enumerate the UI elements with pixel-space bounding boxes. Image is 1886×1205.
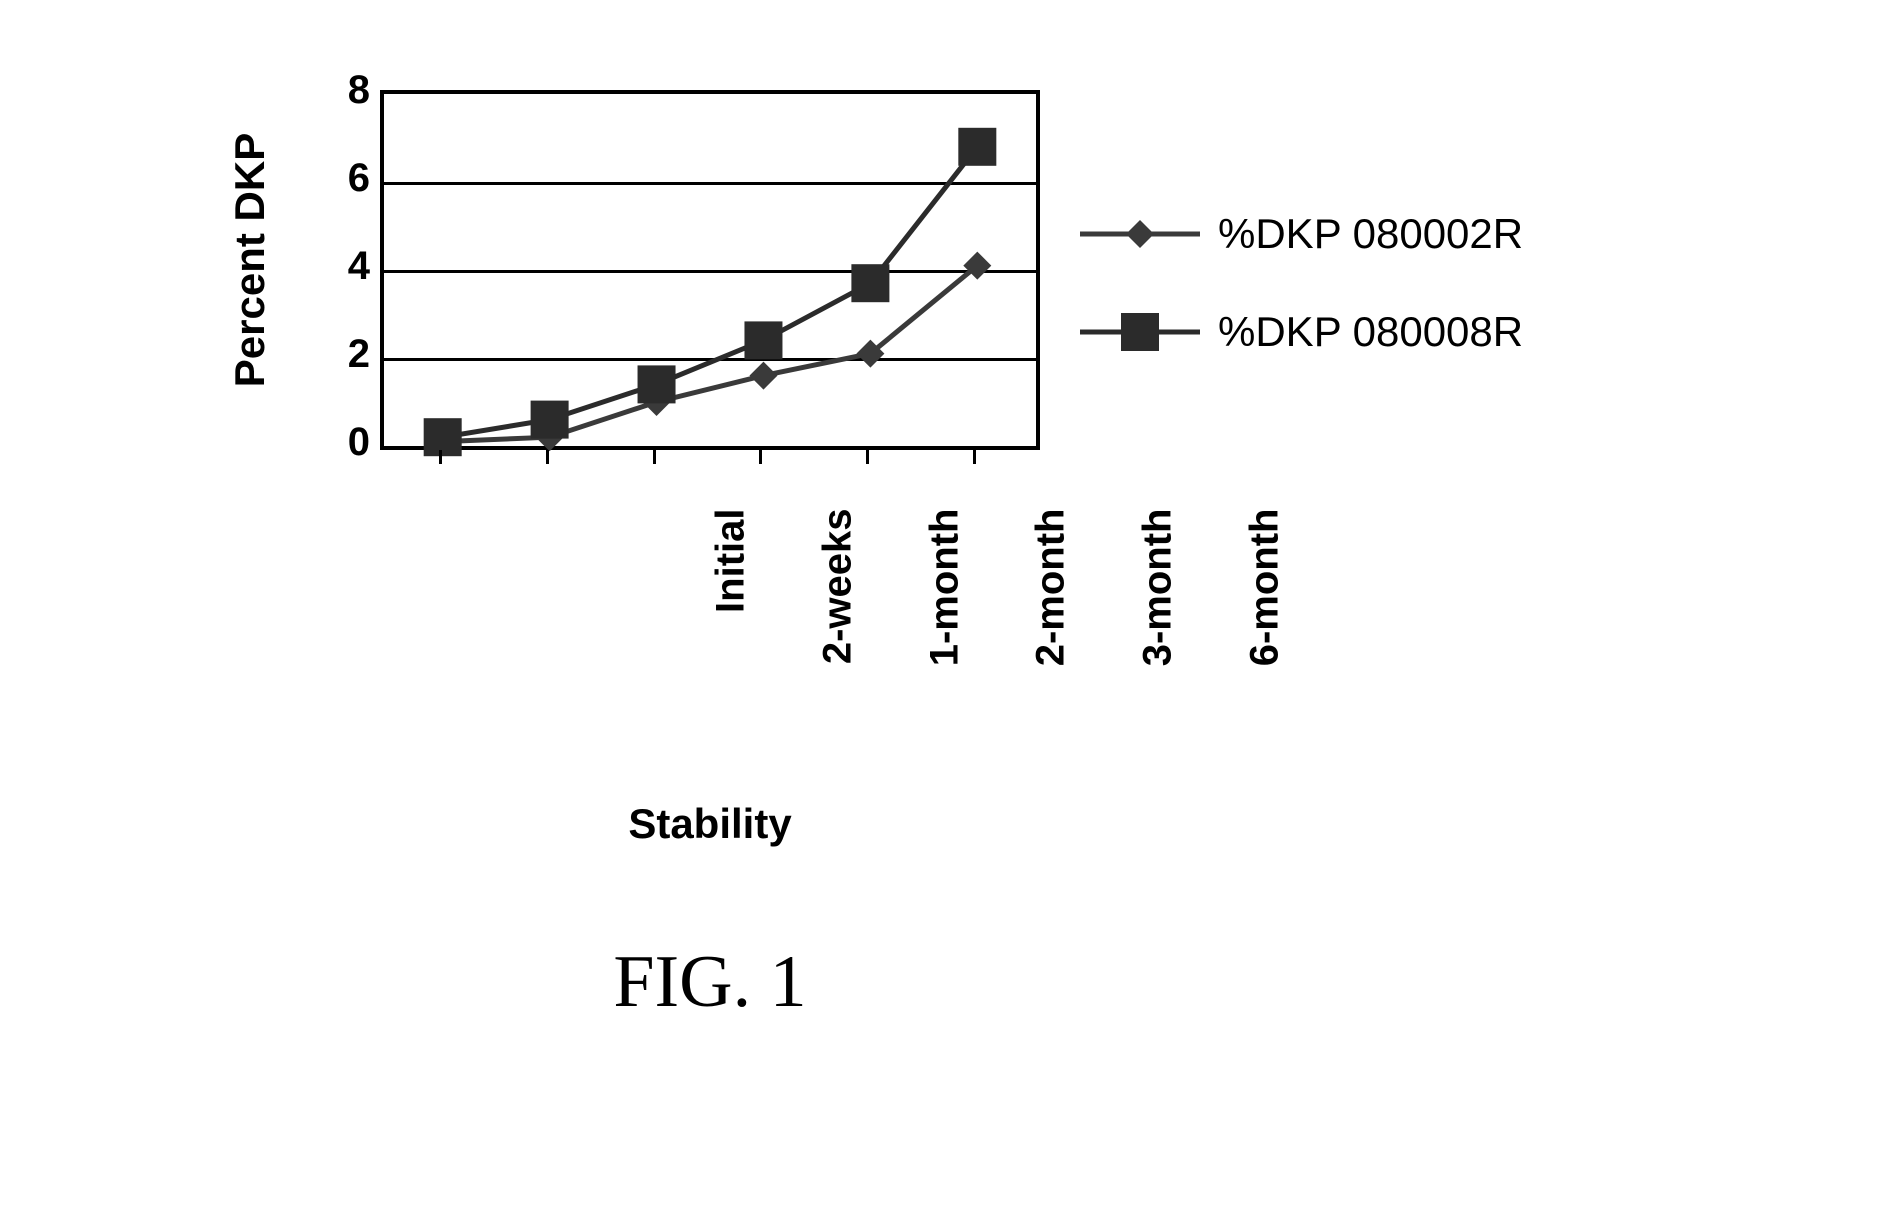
figure-label: FIG. 1 [460, 940, 960, 1025]
marker-square [958, 128, 996, 166]
legend-swatch-1 [1080, 312, 1200, 352]
x-tick [653, 450, 656, 464]
legend-item-0: %DKP 080002R [1080, 210, 1580, 258]
x-tick-label: 1-month [922, 509, 967, 809]
series-line [443, 266, 978, 442]
legend-label-1: %DKP 080008R [1218, 308, 1523, 356]
x-tick-label: 2-weeks [815, 509, 860, 809]
x-ticks [380, 450, 1040, 470]
plot-svg [384, 94, 1036, 446]
y-tick-label: 0 [310, 420, 370, 465]
x-tick [866, 450, 869, 464]
y-tick-label: 4 [310, 244, 370, 289]
series-line [443, 147, 978, 437]
marker-diamond [749, 362, 777, 390]
plot-area [380, 90, 1040, 450]
x-tick-label: 3-month [1136, 509, 1181, 809]
x-tick [439, 450, 442, 464]
marker-square [744, 321, 782, 359]
legend-label-0: %DKP 080002R [1218, 210, 1523, 258]
legend: %DKP 080002R %DKP 080008R [1080, 210, 1580, 406]
y-tick-label: 6 [310, 156, 370, 201]
x-tick [973, 450, 976, 464]
x-tick [759, 450, 762, 464]
y-tick-label: 2 [310, 332, 370, 377]
x-tick-label: 6-month [1243, 509, 1288, 809]
marker-square [851, 264, 889, 302]
figure-container: Percent DKP 02468 Initial2-weeks1-month2… [180, 60, 1680, 960]
y-axis-title: Percent DKP [226, 133, 274, 387]
y-tick-label: 8 [310, 68, 370, 113]
legend-swatch-0 [1080, 214, 1200, 254]
x-tick-label: 2-month [1029, 509, 1074, 809]
x-tick-labels: Initial2-weeks1-month2-month3-month6-mon… [380, 470, 1040, 770]
x-tick [546, 450, 549, 464]
legend-item-1: %DKP 080008R [1080, 308, 1580, 356]
x-axis-title: Stability [520, 800, 900, 848]
x-tick-label: Initial [708, 509, 753, 809]
marker-square [638, 365, 676, 403]
marker-square [531, 401, 569, 439]
